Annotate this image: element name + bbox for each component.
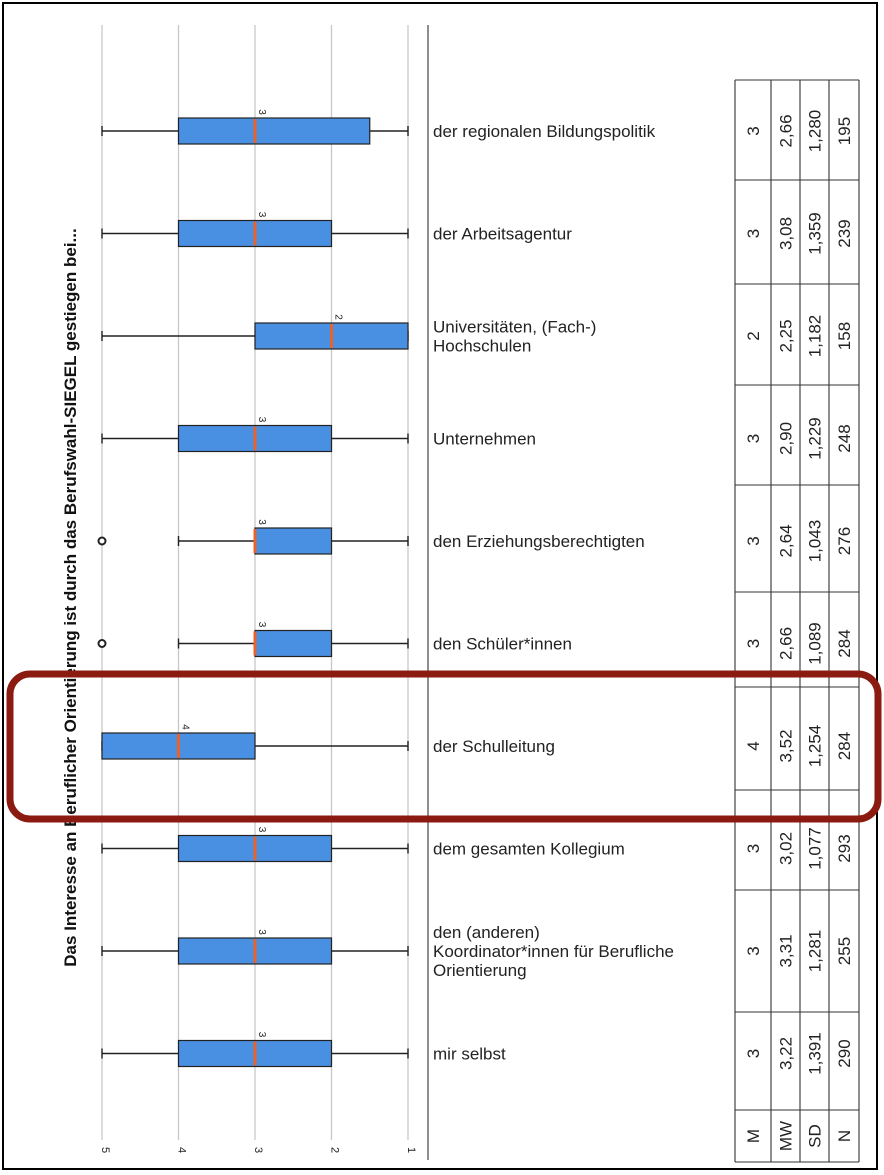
stats-table: 3 2,66 1,280 195 3 3,08 1,359 239 2 2,25 1,182 158 3… (734, 79, 860, 1163)
median-label: 3 (256, 519, 267, 525)
table-cell-m: 3 (744, 1049, 763, 1058)
table-cell-mw: 2,90 (777, 422, 796, 455)
table-cell-n: 293 (835, 834, 854, 862)
category-label: der Arbeitsagentur (433, 225, 572, 244)
table-cell-sd: 1,077 (806, 827, 825, 870)
table-cell-sd: 1,359 (806, 212, 825, 255)
table-cell-sd: 1,229 (806, 417, 825, 460)
category-label: den Erziehungsberechtigten (433, 532, 645, 551)
median-label: 4 (180, 724, 191, 730)
highlight-box (6, 670, 882, 823)
table-cell-n: 290 (835, 1039, 854, 1067)
category-label: Unternehmen (433, 430, 536, 449)
title-layer: Das Interesse an Beruflicher Orientierun… (61, 228, 80, 966)
table-cell-sd: 1,280 (806, 110, 825, 153)
table-header-label: N (835, 1130, 854, 1142)
x-tick-label: 4 (176, 1147, 188, 1153)
table-cell-sd: 1,089 (806, 622, 825, 665)
x-tick-label: 3 (252, 1147, 264, 1153)
table-cell-n: 284 (835, 629, 854, 657)
category-label: Universitäten, (Fach-) Hochschulen (433, 318, 596, 356)
category-label: der Schulleitung (433, 737, 555, 756)
category-label-layer: der regionalen Bildungspolitik der Arbeit… (433, 122, 674, 1064)
table-cell-m: 4 (744, 741, 763, 750)
table-cell-mw: 3,22 (777, 1037, 796, 1070)
table-cell-n: 239 (835, 219, 854, 247)
median-label: 3 (256, 827, 267, 833)
table-cell-mw: 3,02 (777, 832, 796, 865)
chart-title: Das Interesse an Beruflicher Orientierun… (61, 228, 80, 966)
table-cell-mw: 3,52 (777, 729, 796, 762)
median-label: 3 (256, 212, 267, 218)
table-cell-m: 3 (744, 126, 763, 135)
x-tick-label: 5 (99, 1147, 111, 1153)
table-cell-m: 3 (744, 639, 763, 648)
category-label: mir selbst (433, 1045, 506, 1064)
table-cell-sd: 1,182 (806, 315, 825, 358)
table-cell-m: 3 (744, 434, 763, 443)
table-cell-mw: 2,25 (777, 319, 796, 352)
median-label: 2 (333, 314, 344, 320)
median-label: 3 (256, 1032, 267, 1038)
category-label: der regionalen Bildungspolitik (433, 122, 656, 141)
table-cell-n: 255 (835, 937, 854, 965)
outlier-point (97, 639, 107, 648)
table-cell-m: 3 (744, 844, 763, 853)
table-cell-sd: 1,043 (806, 520, 825, 563)
outlier-point (97, 536, 107, 546)
box (254, 629, 333, 658)
table-cell-mw: 3,31 (777, 934, 796, 967)
box-layer: 3 3 2 3 3 3 4 3 3 3 (97, 109, 409, 1068)
table-header-label: SD (806, 1124, 825, 1148)
highlight-layer (6, 670, 882, 823)
category-label: dem gesamten Kollegium (433, 840, 625, 859)
table-cell-n: 284 (835, 732, 854, 760)
table-cell-mw: 2,66 (777, 627, 796, 660)
table-cell-n: 195 (835, 117, 854, 145)
table-cell-mw: 2,66 (777, 114, 796, 147)
grid-layer (101, 25, 429, 1160)
table-cell-m: 3 (744, 536, 763, 545)
table-header-label: MW (777, 1121, 796, 1151)
median-label: 3 (256, 622, 267, 628)
tick-layer: 5 4 3 2 1 (99, 1147, 417, 1153)
category-label: den (anderen) Koordinator*innen für Beruf… (433, 923, 674, 980)
table-cell-n: 248 (835, 424, 854, 452)
table-cell-sd: 1,391 (806, 1032, 825, 1075)
median-label: 3 (256, 929, 267, 935)
box (177, 117, 371, 145)
table-cell-m: 3 (744, 229, 763, 238)
x-tick-label: 1 (405, 1147, 417, 1153)
median-label: 3 (256, 417, 267, 423)
box (254, 527, 333, 555)
table-header-label: M (744, 1129, 763, 1143)
table-cell-m: 3 (744, 946, 763, 955)
table-cell-mw: 2,64 (777, 524, 796, 557)
table-cell-sd: 1,281 (806, 930, 825, 973)
table-cell-m: 2 (744, 331, 763, 340)
category-label: den Schüler*innen (433, 635, 572, 654)
table-cell-mw: 3,08 (777, 217, 796, 250)
table-cell-n: 276 (835, 527, 854, 555)
table-cell-n: 158 (835, 322, 854, 350)
median-label: 3 (256, 109, 267, 115)
x-tick-label: 2 (329, 1147, 341, 1153)
table-cell-sd: 1,254 (806, 725, 825, 768)
